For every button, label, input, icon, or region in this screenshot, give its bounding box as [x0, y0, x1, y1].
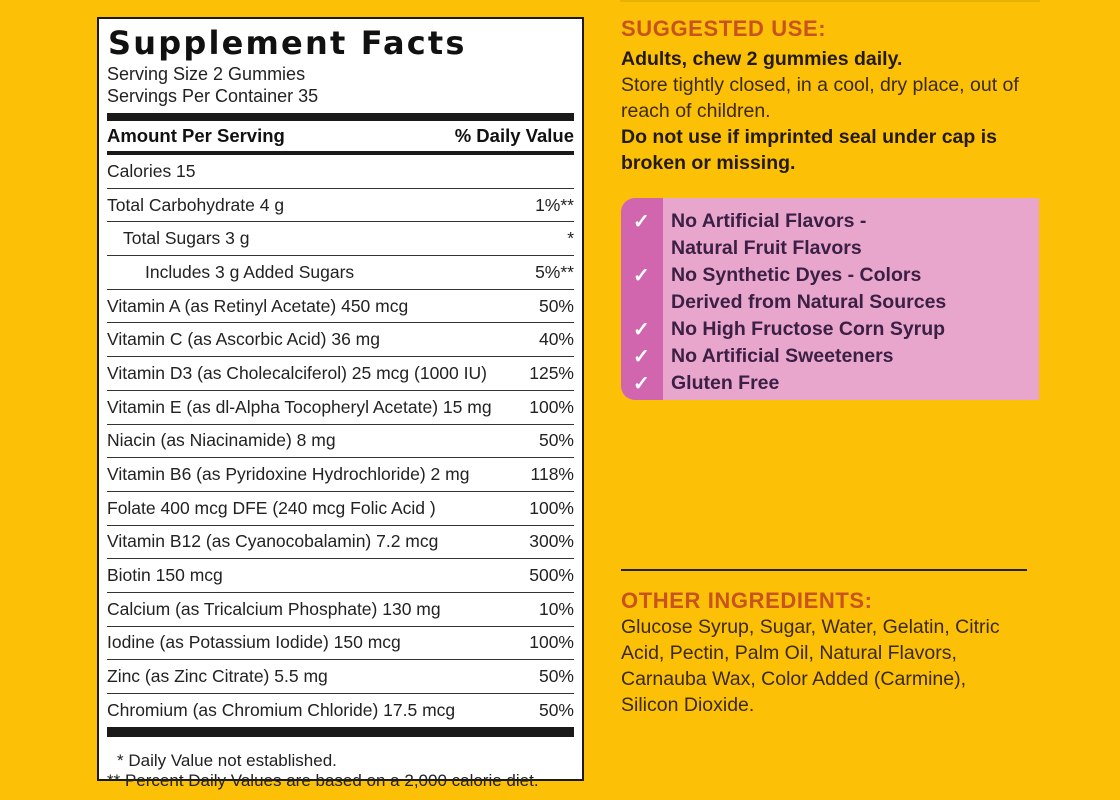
claim-text: No High Fructose Corn Syrup	[671, 318, 946, 340]
top-edge-line	[620, 0, 1040, 2]
nutrient-name: Vitamin B6 (as Pyridoxine Hydrochloride)…	[107, 464, 470, 485]
nutrient-row: Chromium (as Chromium Chloride) 17.5 mcg…	[107, 694, 574, 727]
storage-instructions: Store tightly closed, in a cool, dry pla…	[621, 74, 1019, 122]
check-icon: ✓	[633, 346, 650, 368]
nutrient-daily-value: 10%	[538, 598, 574, 619]
nutrient-daily-value: 500%	[529, 565, 574, 586]
nutrient-row: Vitamin B6 (as Pyridoxine Hydrochloride)…	[107, 458, 574, 492]
bottom-divider	[107, 726, 574, 737]
use-directions: Adults, chew 2 gummies daily.	[621, 48, 903, 70]
facts-header-row: Amount Per Serving % Daily Value	[107, 121, 574, 155]
claim-item: ✓ No Artificial Flavors -	[621, 210, 1039, 233]
suggested-use-text: Adults, chew 2 gummies daily. Store tigh…	[621, 46, 1041, 176]
claim-text: No Artificial Flavors -	[671, 210, 867, 232]
amount-per-serving-label: Amount Per Serving	[107, 125, 285, 146]
claim-item: Natural Fruit Flavors	[621, 237, 1039, 260]
check-icon: ✓	[633, 319, 650, 341]
nutrient-name: Total Carbohydrate 4 g	[107, 194, 285, 215]
nutrient-name: Chromium (as Chromium Chloride) 17.5 mcg	[107, 699, 456, 720]
nutrient-name: Vitamin D3 (as Cholecalciferol) 25 mcg (…	[107, 362, 487, 383]
other-ingredients-title: OTHER INGREDIENTS:	[621, 588, 873, 613]
claim-item: ✓ No Artificial Sweeteners	[621, 345, 1039, 368]
nutrient-name: Total Sugars 3 g	[123, 228, 250, 249]
nutrient-daily-value: 50%	[538, 666, 574, 687]
footnote-daily-value: * Daily Value not established.	[117, 750, 337, 770]
nutrient-row: Calcium (as Tricalcium Phosphate) 130 mg…	[107, 593, 574, 627]
nutrient-name: Niacin (as Niacinamide) 8 mg	[107, 430, 336, 451]
nutrient-row: Iodine (as Potassium Iodide) 150 mcg 100%	[107, 627, 574, 661]
suggested-use-title: SUGGESTED USE:	[621, 16, 827, 41]
nutrient-row: Vitamin A (as Retinyl Acetate) 450 mcg 50…	[107, 290, 574, 324]
claims-list: ✓ No Artificial Flavors - Natural Fruit Fl…	[621, 210, 1039, 399]
servings-per-container: Servings Per Container 35	[107, 86, 319, 106]
claim-text: No Artificial Sweeteners	[671, 345, 894, 367]
nutrient-name: Iodine (as Potassium Iodide) 150 mcg	[107, 632, 401, 653]
check-icon: ✓	[633, 211, 650, 233]
nutrient-daily-value: 50%	[538, 699, 574, 720]
nutrient-daily-value: 100%	[529, 632, 574, 653]
claim-item: ✓ Gluten Free	[621, 372, 1039, 395]
claim-text: Derived from Natural Sources	[671, 291, 947, 313]
nutrient-daily-value: *	[567, 228, 574, 249]
nutrient-name: Calories 15	[107, 160, 196, 181]
nutrient-rows: Calories 15 Total Carbohydrate 4 g 1%** Tot…	[107, 155, 574, 727]
nutrient-name: Folate 400 mcg DFE (240 mcg Folic Acid )	[107, 497, 436, 518]
nutrient-row: Total Sugars 3 g *	[107, 222, 574, 257]
nutrient-daily-value: 50%	[538, 295, 574, 316]
nutrient-daily-value: 125%	[529, 362, 574, 383]
nutrient-row: Vitamin B12 (as Cyanocobalamin) 7.2 mcg 3…	[107, 526, 574, 560]
footnotes: * Daily Value not established. ** Percen…	[107, 751, 574, 791]
nutrient-row: Vitamin E (as dl-Alpha Tocopheryl Acetat…	[107, 391, 574, 425]
nutrient-row: Folate 400 mcg DFE (240 mcg Folic Acid )…	[107, 492, 574, 526]
nutrient-row: Total Carbohydrate 4 g 1%**	[107, 189, 574, 223]
check-icon: ✓	[633, 373, 650, 395]
claim-text: Natural Fruit Flavors	[671, 237, 862, 259]
claim-text: No Synthetic Dyes - Colors	[671, 264, 922, 286]
nutrient-row: Vitamin D3 (as Cholecalciferol) 25 mcg (…	[107, 357, 574, 391]
seal-warning: Do not use if imprinted seal under cap i…	[621, 126, 997, 174]
nutrient-name: Vitamin B12 (as Cyanocobalamin) 7.2 mcg	[107, 531, 439, 552]
thick-divider	[107, 113, 574, 121]
claim-item: ✓ No Synthetic Dyes - Colors	[621, 264, 1039, 287]
footnote-calorie-diet: ** Percent Daily Values are based on a 2…	[107, 770, 539, 790]
nutrient-row: Zinc (as Zinc Citrate) 5.5 mg 50%	[107, 660, 574, 694]
nutrient-daily-value: 118%	[530, 464, 574, 485]
nutrient-name: Vitamin A (as Retinyl Acetate) 450 mcg	[107, 295, 409, 316]
nutrient-daily-value: 100%	[529, 497, 574, 518]
nutrient-row: Niacin (as Niacinamide) 8 mg 50%	[107, 425, 574, 459]
claims-box: ✓ No Artificial Flavors - Natural Fruit Fl…	[621, 198, 1039, 400]
nutrient-name: Calcium (as Tricalcium Phosphate) 130 mg	[107, 598, 441, 619]
claim-item: ✓ No High Fructose Corn Syrup	[621, 318, 1039, 341]
nutrient-name: Biotin 150 mcg	[107, 565, 223, 586]
nutrient-daily-value: 40%	[538, 329, 574, 350]
daily-value-label: % Daily Value	[454, 125, 574, 146]
claims-strip	[621, 198, 663, 400]
nutrient-name: Zinc (as Zinc Citrate) 5.5 mg	[107, 666, 328, 687]
nutrient-row: Biotin 150 mcg 500%	[107, 559, 574, 593]
claim-text: Gluten Free	[671, 372, 780, 394]
section-divider	[621, 569, 1027, 571]
nutrient-row: Includes 3 g Added Sugars 5%**	[107, 256, 574, 290]
nutrient-row: Vitamin C (as Ascorbic Acid) 36 mg 40%	[107, 323, 574, 358]
supplement-facts-panel: Supplement Facts Serving Size 2 Gummies …	[97, 17, 584, 790]
nutrient-daily-value: 50%	[538, 430, 574, 451]
nutrient-daily-value: 5%**	[535, 261, 574, 282]
claim-item: Derived from Natural Sources	[621, 291, 1039, 314]
nutrient-name: Includes 3 g Added Sugars	[145, 261, 355, 282]
other-ingredients-text: Glucose Syrup, Sugar, Water, Gelatin, Ci…	[621, 616, 1000, 716]
nutrient-name: Vitamin E (as dl-Alpha Tocopheryl Acetat…	[107, 396, 492, 417]
nutrient-daily-value: 100%	[529, 396, 574, 417]
serving-size: Serving Size 2 Gummies	[107, 64, 306, 84]
nutrient-daily-value: 300%	[529, 531, 574, 552]
nutrient-name: Vitamin C (as Ascorbic Acid) 36 mg	[107, 329, 380, 350]
nutrient-daily-value: 1%**	[535, 194, 574, 215]
facts-title: Supplement Facts	[108, 24, 467, 62]
nutrient-row: Calories 15	[107, 155, 574, 189]
check-icon: ✓	[633, 265, 650, 287]
